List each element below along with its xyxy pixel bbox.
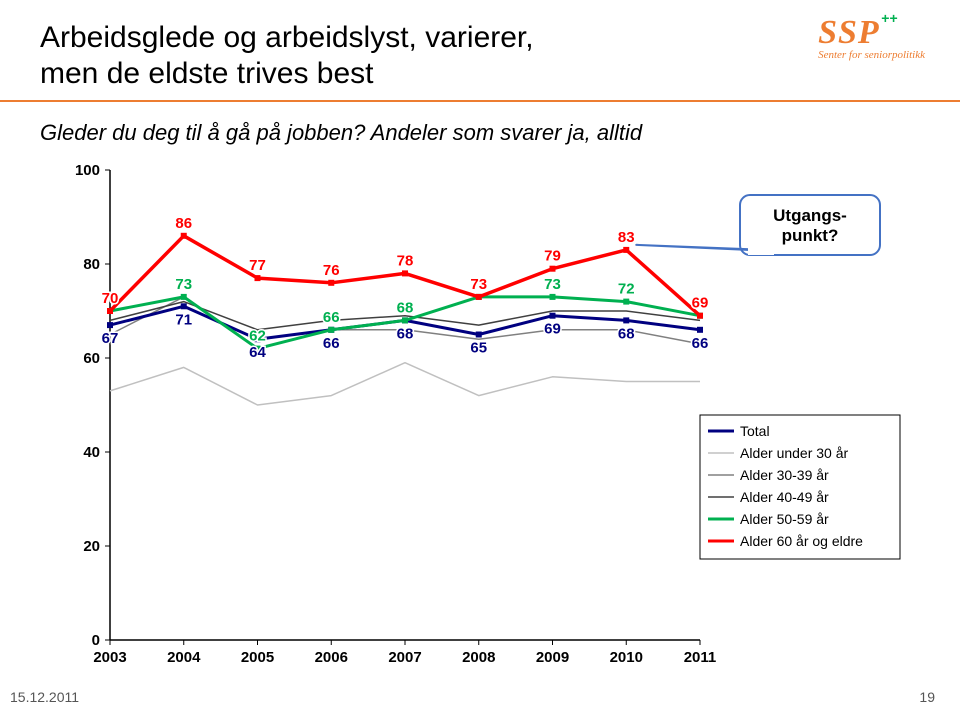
svg-text:78: 78 bbox=[397, 252, 414, 269]
svg-text:60: 60 bbox=[83, 350, 100, 367]
svg-text:2005: 2005 bbox=[241, 649, 274, 666]
svg-text:64: 64 bbox=[249, 344, 266, 361]
svg-text:66: 66 bbox=[692, 335, 709, 352]
svg-text:2007: 2007 bbox=[388, 649, 421, 666]
svg-text:72: 72 bbox=[618, 281, 635, 298]
svg-text:2006: 2006 bbox=[315, 649, 348, 666]
svg-text:Alder under 30 år: Alder under 30 år bbox=[740, 445, 849, 461]
svg-text:Alder 40-49 år: Alder 40-49 år bbox=[740, 489, 829, 505]
svg-text:20: 20 bbox=[83, 538, 100, 555]
svg-text:punkt?: punkt? bbox=[782, 226, 839, 245]
svg-text:65: 65 bbox=[470, 340, 487, 357]
svg-text:73: 73 bbox=[544, 276, 561, 293]
svg-text:40: 40 bbox=[83, 444, 100, 461]
svg-text:2009: 2009 bbox=[536, 649, 569, 666]
svg-text:Utgangs-: Utgangs- bbox=[773, 206, 847, 225]
svg-text:2011: 2011 bbox=[684, 649, 717, 666]
svg-text:62: 62 bbox=[249, 328, 266, 345]
svg-text:66: 66 bbox=[323, 335, 340, 352]
svg-text:68: 68 bbox=[397, 325, 414, 342]
svg-text:80: 80 bbox=[83, 256, 100, 273]
svg-text:Alder 60 år og eldre: Alder 60 år og eldre bbox=[740, 533, 863, 549]
svg-text:68: 68 bbox=[397, 299, 414, 316]
svg-text:66: 66 bbox=[323, 309, 340, 326]
svg-text:79: 79 bbox=[544, 248, 561, 265]
svg-text:77: 77 bbox=[249, 257, 266, 274]
svg-text:2010: 2010 bbox=[610, 649, 643, 666]
svg-text:86: 86 bbox=[175, 215, 192, 232]
svg-text:Total: Total bbox=[740, 423, 770, 439]
title-line-2: men de eldste trives best bbox=[40, 57, 374, 90]
svg-text:76: 76 bbox=[323, 262, 340, 279]
svg-text:Alder 30-39 år: Alder 30-39 år bbox=[740, 467, 829, 483]
svg-text:69: 69 bbox=[692, 295, 709, 312]
title-line-1: Arbeidsglede og arbeidslyst, varierer, bbox=[40, 21, 534, 54]
footer-date: 15.12.2011 bbox=[10, 689, 79, 705]
svg-text:2004: 2004 bbox=[167, 649, 201, 666]
svg-text:70: 70 bbox=[102, 290, 119, 307]
line-chart: 0 20 40 60 80 100 2003 2004 2005 2006 2007 2008 2009… bbox=[60, 160, 910, 670]
svg-text:100: 100 bbox=[75, 162, 100, 179]
svg-text:69: 69 bbox=[544, 321, 561, 338]
svg-text:73: 73 bbox=[470, 276, 487, 293]
slide-subtitle: Gleder du deg til å gå på jobben? Andele… bbox=[40, 120, 920, 146]
svg-text:2003: 2003 bbox=[93, 649, 126, 666]
svg-text:83: 83 bbox=[618, 229, 635, 246]
svg-text:73: 73 bbox=[175, 276, 192, 293]
chart-svg: 0 20 40 60 80 100 2003 2004 2005 2006 2007 2008 2009… bbox=[60, 160, 910, 670]
logo-plus-icon: ++ bbox=[881, 14, 897, 24]
svg-text:Alder 50-59 år: Alder 50-59 år bbox=[740, 511, 829, 527]
logo-main-text: SSP bbox=[818, 14, 880, 51]
svg-text:2008: 2008 bbox=[462, 649, 495, 666]
slide-title: Arbeidsglede og arbeidslyst, varierer, m… bbox=[40, 20, 920, 92]
slide: SSP ++ Senter for seniorpolitikk Arbeids… bbox=[0, 0, 960, 717]
logo: SSP ++ Senter for seniorpolitikk bbox=[818, 18, 925, 61]
svg-text:0: 0 bbox=[92, 632, 100, 649]
divider-line bbox=[0, 100, 960, 102]
svg-text:67: 67 bbox=[102, 330, 119, 347]
svg-text:71: 71 bbox=[175, 311, 192, 328]
footer-page-number: 19 bbox=[919, 689, 935, 705]
svg-text:68: 68 bbox=[618, 325, 635, 342]
